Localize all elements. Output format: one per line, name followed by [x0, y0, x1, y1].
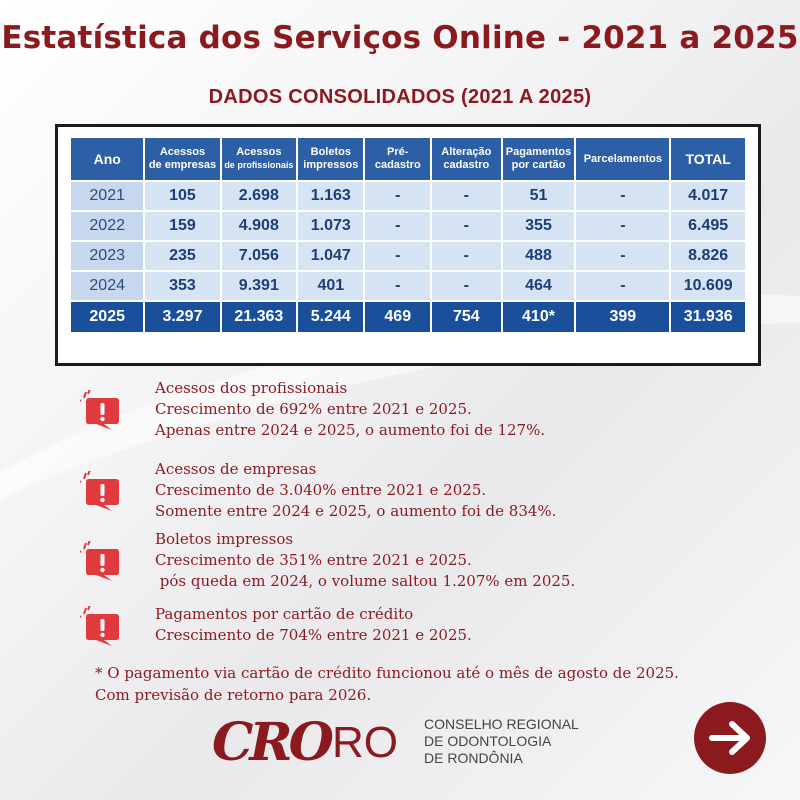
alert-exclamation-icon — [80, 390, 119, 430]
footnote-line: * O pagamento via cartão de crédito func… — [95, 664, 679, 682]
header-acessos-empresas: Acessos de empresas — [145, 138, 220, 180]
table-row: 2023 235 7.056 1.047 - - 488 - 8.826 — [71, 242, 745, 270]
cell-acessos-profissionais: 4.908 — [221, 212, 297, 240]
header-total: TOTAL — [671, 138, 745, 180]
cell-pre-cadastro: - — [365, 272, 431, 300]
alert-exclamation-icon — [80, 471, 119, 511]
cell-parcelamentos: - — [576, 242, 670, 270]
statistics-table: Ano Acessos de empresas Acessos de profiss… — [69, 136, 747, 334]
cell-pagamentos: 488 — [502, 242, 575, 270]
note-line: Crescimento de 692% entre 2021 e 2025. — [155, 400, 472, 418]
cell-alteracao: - — [432, 182, 501, 210]
page-title: Estatística dos Serviços Online - 2021 a… — [1, 20, 799, 56]
cell-acessos-empresas: 353 — [145, 272, 220, 300]
cell-pagamentos: 355 — [502, 212, 575, 240]
cell-pre-cadastro: - — [365, 182, 431, 210]
note-text: Pagamentos por cartão de crédito Crescim… — [155, 604, 472, 646]
cell-parcelamentos: 399 — [576, 302, 670, 332]
note-line: Apenas entre 2024 e 2025, o aumento foi … — [155, 421, 546, 439]
cell-year: 2024 — [71, 272, 144, 300]
note-text: Boletos impressos Crescimento de 351% en… — [155, 529, 575, 592]
cell-pre-cadastro: 469 — [365, 302, 431, 332]
cell-parcelamentos: - — [576, 212, 670, 240]
cell-year: 2023 — [71, 242, 144, 270]
cell-acessos-empresas: 3.297 — [145, 302, 220, 332]
cell-alteracao: - — [432, 242, 501, 270]
note-title: Acessos dos profissionais — [155, 379, 348, 397]
table-row: 2021 105 2.698 1.163 - - 51 - 4.017 — [71, 182, 745, 210]
cell-pagamentos: 464 — [502, 272, 575, 300]
cell-parcelamentos: - — [576, 272, 670, 300]
cell-pagamentos: 410* — [502, 302, 575, 332]
footnote: * O pagamento via cartão de crédito func… — [95, 662, 775, 706]
cell-acessos-empresas: 105 — [145, 182, 220, 210]
note-line: Crescimento de 351% entre 2021 e 2025. — [155, 551, 472, 569]
cro-logo: CRO RO CONSELHO REGIONAL DE ODONTOLOGIA … — [212, 712, 612, 782]
statistics-table-frame: Ano Acessos de empresas Acessos de profiss… — [55, 124, 761, 366]
header-ano: Ano — [71, 138, 144, 180]
note-line: Somente entre 2024 e 2025, o aumento foi… — [155, 502, 557, 520]
cell-year: 2021 — [71, 182, 144, 210]
header-alteracao-cadastro: Alteração cadastro — [432, 138, 501, 180]
cell-total: 10.609 — [671, 272, 745, 300]
cell-alteracao: 754 — [432, 302, 501, 332]
note-text: Acessos de empresas Crescimento de 3.040… — [155, 459, 556, 522]
cell-total: 6.495 — [671, 212, 745, 240]
cell-boletos: 401 — [298, 272, 364, 300]
header-pre-cadastro: Pré-cadastro — [365, 138, 431, 180]
note-line: Crescimento de 3.040% entre 2021 e 2025. — [155, 481, 487, 499]
cro-logo-mark: CRO — [212, 712, 334, 773]
alert-exclamation-icon — [80, 541, 119, 581]
cell-acessos-profissionais: 2.698 — [221, 182, 297, 210]
cell-total: 8.826 — [671, 242, 745, 270]
cell-acessos-profissionais: 9.391 — [221, 272, 297, 300]
cell-pre-cadastro: - — [365, 212, 431, 240]
cro-logo-suffix: RO — [332, 718, 398, 767]
table-header-row: Ano Acessos de empresas Acessos de profiss… — [71, 138, 745, 180]
cell-boletos: 1.047 — [298, 242, 364, 270]
cell-parcelamentos: - — [576, 182, 670, 210]
header-parcelamentos: Parcelamentos — [576, 138, 670, 180]
header-boletos-impressos: Boletos impressos — [298, 138, 364, 180]
cell-acessos-profissionais: 7.056 — [221, 242, 297, 270]
cell-year: 2025 — [71, 302, 144, 332]
cell-acessos-profissionais: 21.363 — [221, 302, 297, 332]
header-acessos-profissionais: Acessos de profissionais — [221, 138, 297, 180]
cell-boletos: 1.073 — [298, 212, 364, 240]
note-title: Pagamentos por cartão de crédito — [155, 605, 414, 623]
table-row-highlight: 2025 3.297 21.363 5.244 469 754 410* 399… — [71, 302, 745, 332]
table-row: 2022 159 4.908 1.073 - - 355 - 6.495 — [71, 212, 745, 240]
cell-boletos: 1.163 — [298, 182, 364, 210]
header-pagamentos-cartao: Pagamentos por cartão — [502, 138, 575, 180]
note-title: Acessos de empresas — [155, 460, 317, 478]
footnote-line: Com previsão de retorno para 2026. — [95, 686, 372, 704]
cell-alteracao: - — [432, 212, 501, 240]
cell-alteracao: - — [432, 272, 501, 300]
note-title: Boletos impressos — [155, 530, 294, 548]
cell-pagamentos: 51 — [502, 182, 575, 210]
note-line: Crescimento de 704% entre 2021 e 2025. — [155, 626, 472, 644]
arrow-right-icon — [709, 721, 750, 755]
next-button[interactable] — [694, 702, 766, 774]
cell-acessos-empresas: 159 — [145, 212, 220, 240]
cell-boletos: 5.244 — [298, 302, 364, 332]
cell-total: 4.017 — [671, 182, 745, 210]
note-text: Acessos dos profissionais Crescimento de… — [155, 378, 545, 441]
table-row: 2024 353 9.391 401 - - 464 - 10.609 — [71, 272, 745, 300]
note-line: pós queda em 2024, o volume saltou 1.207… — [155, 572, 576, 590]
page-subtitle: DADOS CONSOLIDADOS (2021 A 2025) — [208, 86, 592, 108]
alert-exclamation-icon — [80, 606, 119, 646]
cell-total: 31.936 — [671, 302, 745, 332]
cell-acessos-empresas: 235 — [145, 242, 220, 270]
cell-pre-cadastro: - — [365, 242, 431, 270]
cell-year: 2022 — [71, 212, 144, 240]
cro-logo-org-name: CONSELHO REGIONAL DE ODONTOLOGIA DE ROND… — [424, 716, 579, 766]
